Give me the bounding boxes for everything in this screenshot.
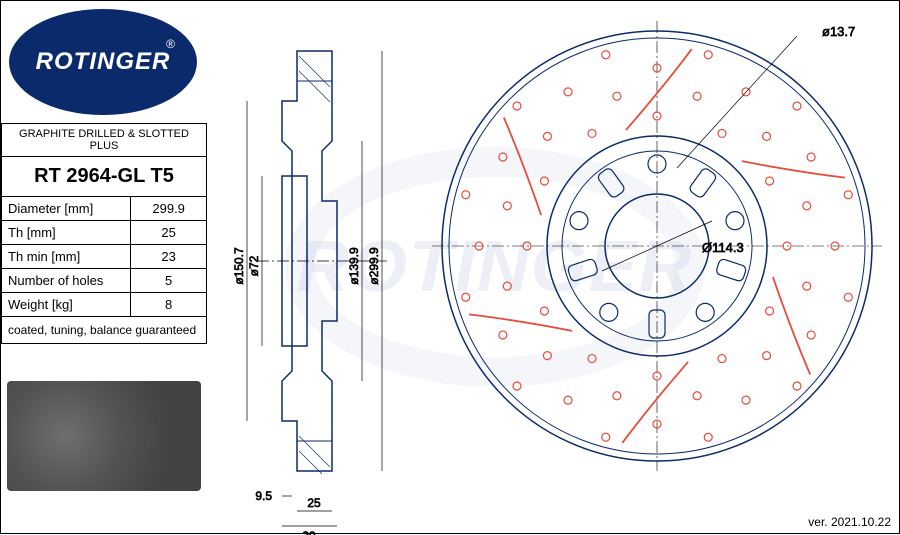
spec-value: 5 [131,269,207,293]
svg-text:9.5: 9.5 [255,489,272,503]
spec-label: Th [mm] [2,221,131,245]
spec-label: Th min [mm] [2,245,131,269]
product-thumbnail [7,381,201,491]
part-number: RT 2964-GL T5 [2,157,207,197]
spec-label: Diameter [mm] [2,197,131,221]
product-series: GRAPHITE DRILLED & SLOTTED PLUS [2,124,207,157]
svg-text:ø72: ø72 [247,255,261,276]
technical-drawing: ø150.7 ø72 ø139.9 ø299.9 9.5 25 39 [207,1,900,535]
spec-label: Weight [kg] [2,293,131,317]
logo-oval: ROTINGER ® [9,9,197,115]
svg-text:ø139.9: ø139.9 [347,247,361,285]
side-view: ø150.7 ø72 ø139.9 ø299.9 9.5 25 39 [232,51,387,535]
spec-value: 8 [131,293,207,317]
spec-label: Number of holes [2,269,131,293]
spec-note: coated, tuning, balance guaranteed [2,317,207,344]
spec-table: GRAPHITE DRILLED & SLOTTED PLUS RT 2964-… [1,123,207,344]
spec-value: 299.9 [131,197,207,221]
spec-value: 25 [131,221,207,245]
front-view: ø13.7 Ø114.3 [432,21,882,471]
logo-text: ROTINGER [36,48,171,76]
brand-logo: ROTINGER ® [9,9,199,119]
svg-text:ø299.9: ø299.9 [367,247,381,285]
svg-text:Ø114.3: Ø114.3 [702,240,744,255]
svg-text:ø13.7: ø13.7 [822,24,855,39]
spec-value: 23 [131,245,207,269]
svg-text:ø150.7: ø150.7 [232,247,246,285]
svg-text:25: 25 [307,496,321,510]
svg-text:39: 39 [302,529,316,535]
logo-registered: ® [166,37,175,51]
